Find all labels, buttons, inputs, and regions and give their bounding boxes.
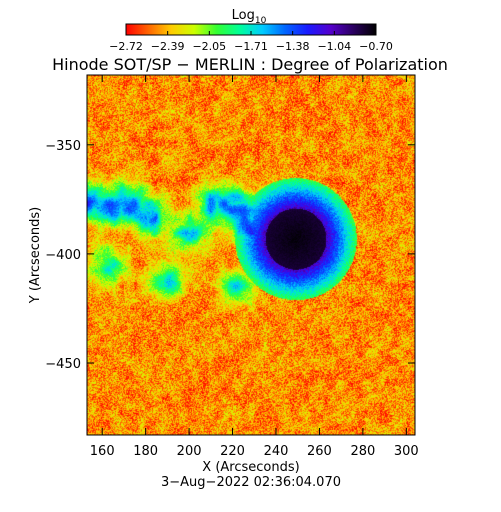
x-tick-label: 220	[220, 444, 245, 459]
x-tick-label: 180	[133, 444, 158, 459]
colorbar-label-subscript: 10	[255, 16, 267, 26]
axis-ticks	[87, 75, 415, 435]
y-tick-label: −350	[45, 139, 81, 154]
y-axis-label: Y (Arcseconds)	[28, 207, 43, 304]
heatmap-image	[87, 75, 415, 435]
colorbar-ticks: −2.72 −2.39 −2.05 −1.71 −1.38 −1.04 −0.70	[109, 31, 393, 53]
heatmap-image-container	[87, 75, 415, 435]
axis-tick-labels: 160 180 200 220 240 260 280 300 −350 −400 −450	[45, 139, 418, 459]
colorbar-tick-label: −2.39	[151, 40, 185, 53]
x-tick-label: 160	[90, 444, 115, 459]
x-tick-label: 240	[264, 444, 289, 459]
colorbar-tick-label: −0.70	[359, 40, 393, 53]
y-tick-label: −450	[45, 357, 81, 372]
x-axis-label: X (Arcseconds)	[202, 460, 299, 475]
plot-frame	[86, 74, 416, 436]
colorbar-label: Log10	[232, 8, 267, 26]
colorbar-tick-label: −2.05	[192, 40, 226, 53]
colorbar-tick-label: −2.72	[109, 40, 143, 53]
x-tick-label: 260	[307, 444, 332, 459]
colorbar-label-base: Log	[232, 8, 255, 23]
plot-area	[86, 74, 416, 436]
x-tick-label: 300	[394, 444, 419, 459]
observation-timestamp: 3−Aug−2022 02:36:04.070	[161, 475, 341, 490]
colorbar-tick-label: −1.38	[276, 40, 310, 53]
colorbar-tick-label: −1.71	[234, 40, 268, 53]
chart-title: Hinode SOT/SP − MERLIN : Degree of Polar…	[52, 55, 448, 74]
colorbar-tick-label: −1.04	[317, 40, 351, 53]
x-tick-label: 280	[350, 444, 375, 459]
y-tick-label: −400	[45, 248, 81, 263]
x-tick-label: 200	[177, 444, 202, 459]
